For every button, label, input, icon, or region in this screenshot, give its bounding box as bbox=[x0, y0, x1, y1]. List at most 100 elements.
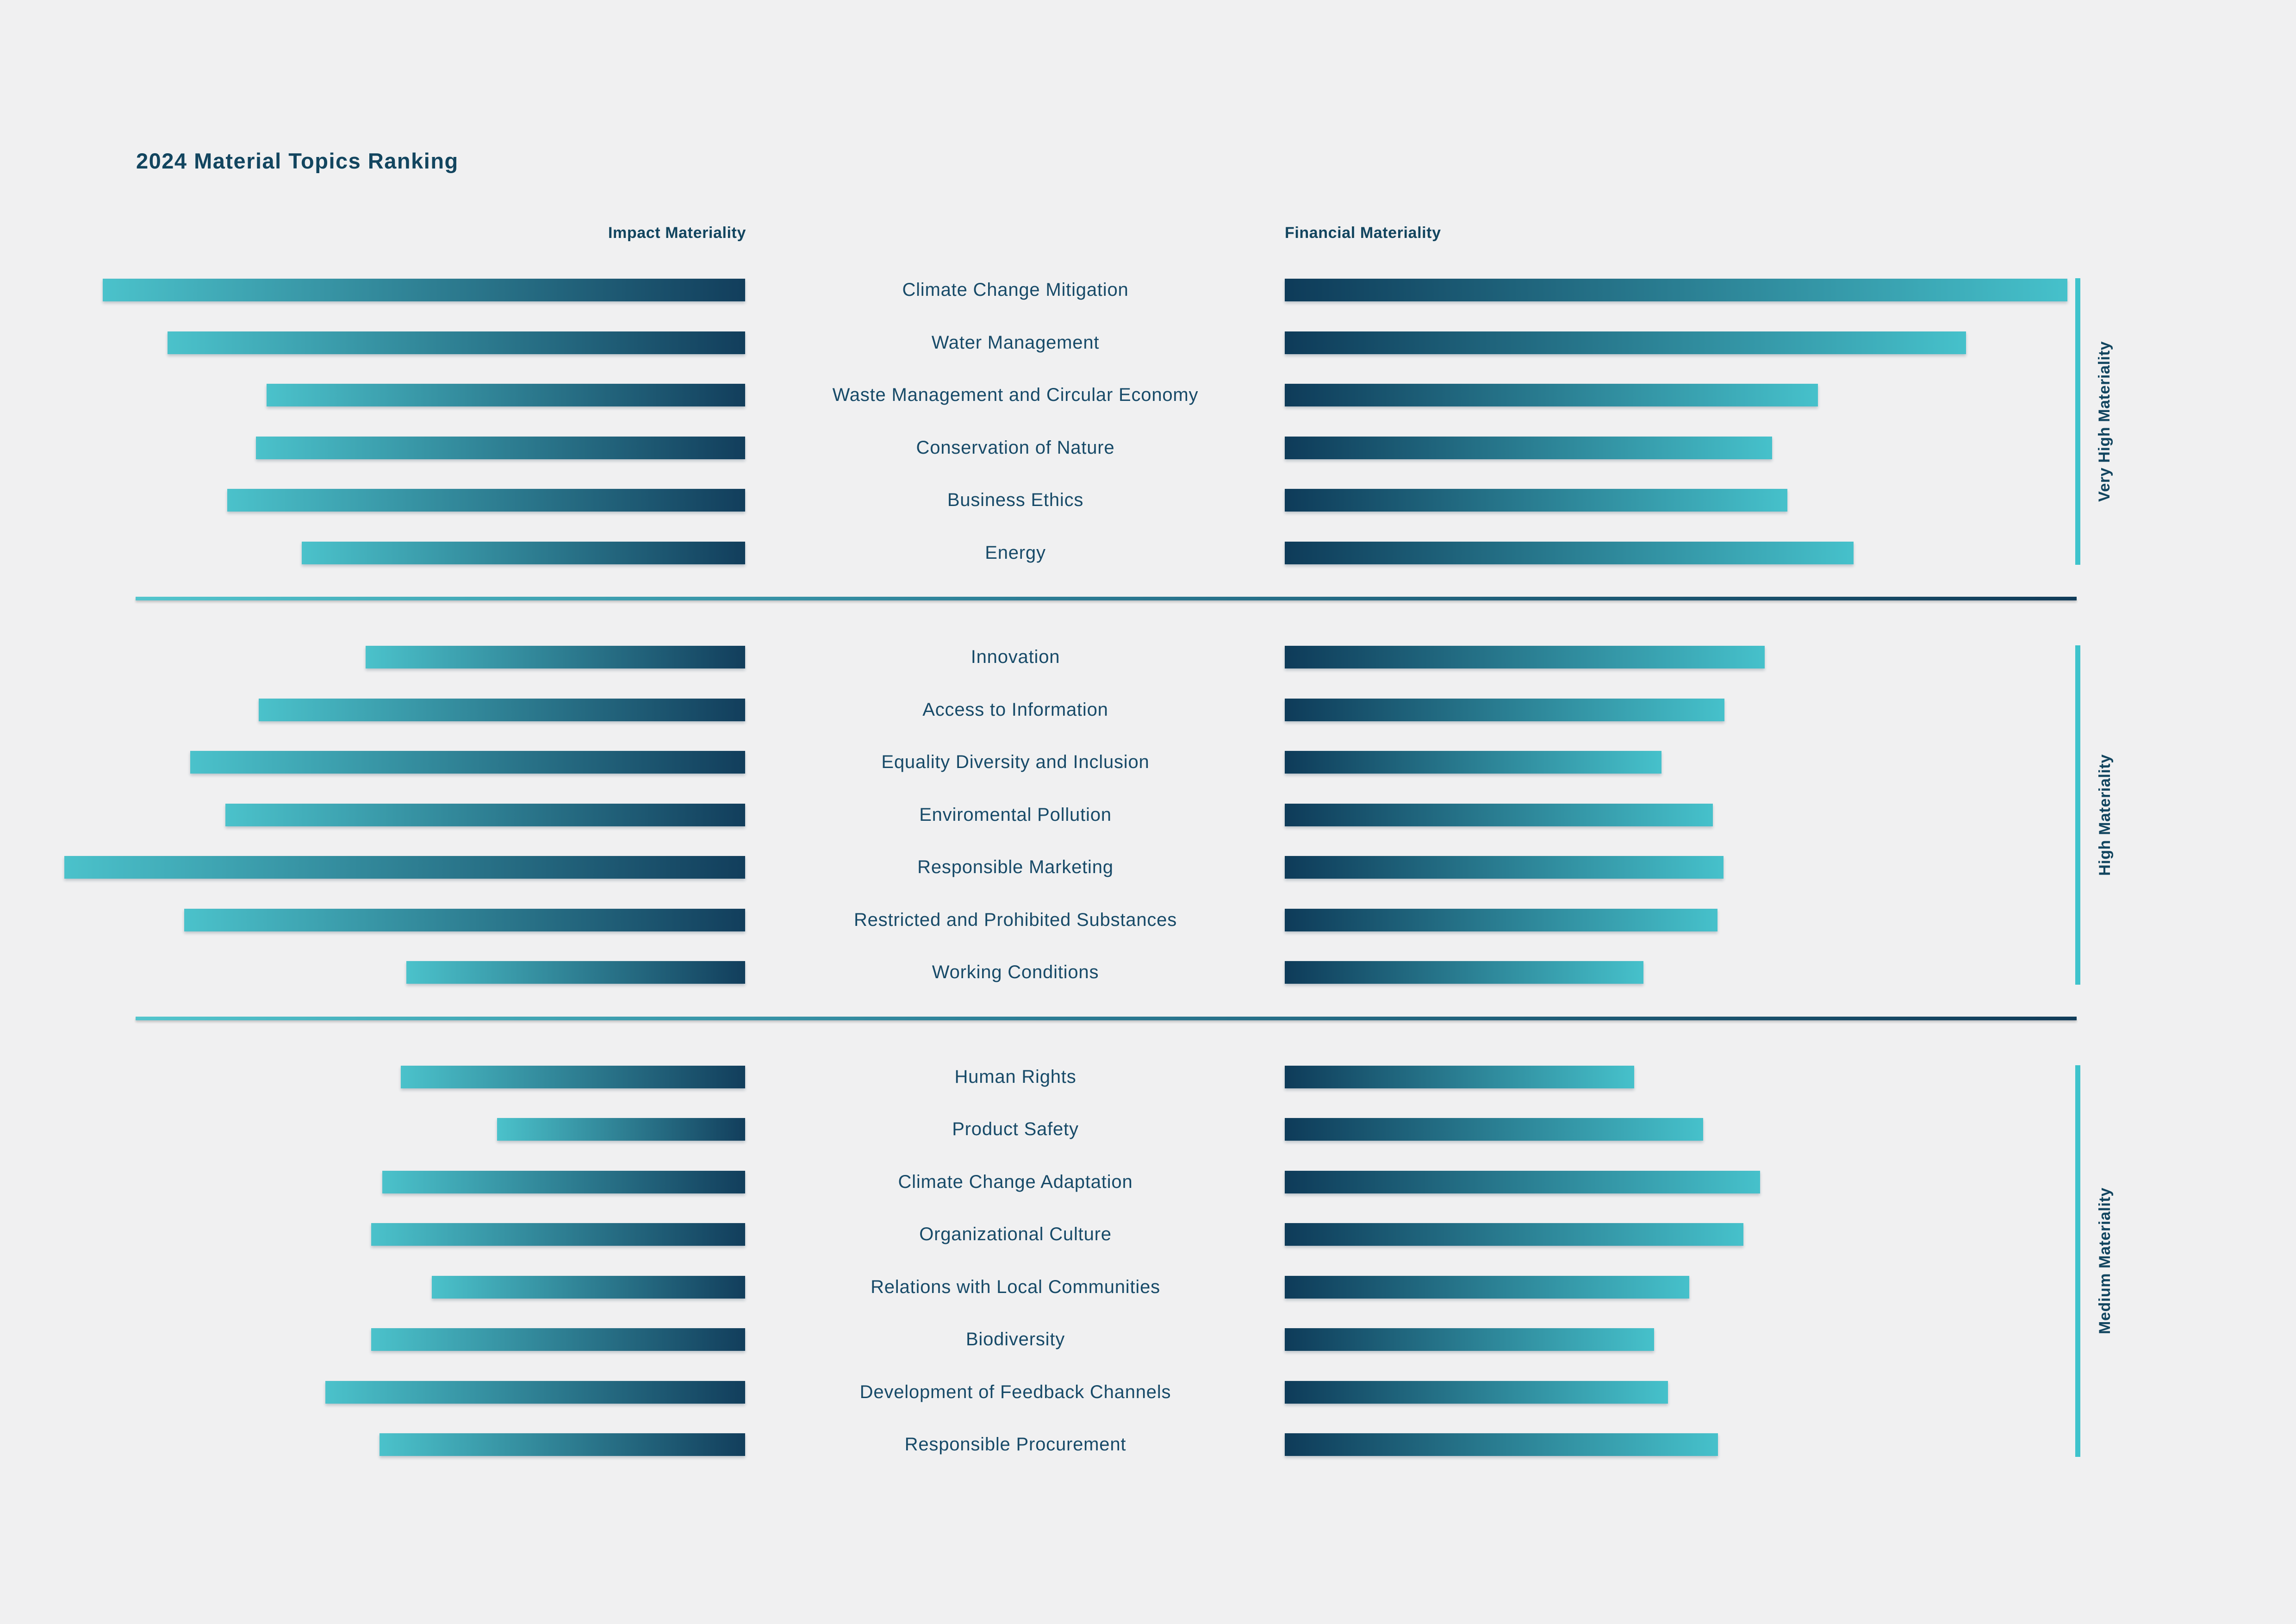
financial-bar bbox=[1285, 384, 1818, 407]
topic-label: Waste Management and Circular Economy bbox=[832, 385, 1199, 406]
financial-bar bbox=[1285, 646, 1765, 669]
topic-label: Business Ethics bbox=[947, 490, 1084, 511]
topic-row: Restricted and Prohibited Substances bbox=[0, 894, 2296, 947]
impact-bar bbox=[302, 541, 745, 564]
impact-column-header: Impact Materiality bbox=[608, 224, 746, 242]
topic-row: Responsible Marketing bbox=[0, 841, 2296, 894]
topic-label: Product Safety bbox=[952, 1119, 1079, 1140]
topic-label: Working Conditions bbox=[932, 962, 1099, 983]
financial-bar bbox=[1285, 1118, 1703, 1141]
impact-bar bbox=[366, 646, 745, 669]
chart-groups: Climate Change Mitigation Water Managemen… bbox=[0, 264, 2296, 1471]
impact-bar bbox=[103, 279, 745, 302]
financial-bar bbox=[1285, 1275, 1689, 1299]
impact-bar bbox=[497, 1118, 745, 1141]
financial-bar bbox=[1285, 489, 1787, 512]
topic-row: Enviromental Pollution bbox=[0, 789, 2296, 842]
group-divider bbox=[136, 1016, 2077, 1020]
topic-label: Innovation bbox=[971, 647, 1060, 668]
impact-bar bbox=[406, 961, 745, 984]
topic-row: Business Ethics bbox=[0, 474, 2296, 527]
topic-row: Conservation of Nature bbox=[0, 422, 2296, 475]
topic-row: Climate Change Adaptation bbox=[0, 1156, 2296, 1209]
topic-label: Organizational Culture bbox=[919, 1224, 1112, 1245]
financial-bar bbox=[1285, 698, 1724, 721]
financial-bar bbox=[1285, 541, 1854, 564]
topic-label: Water Management bbox=[931, 332, 1100, 353]
financial-bar bbox=[1285, 1170, 1760, 1193]
topic-label: Responsible Procurement bbox=[904, 1434, 1126, 1455]
topic-row: Equality Diversity and Inclusion bbox=[0, 736, 2296, 789]
impact-bar bbox=[168, 331, 745, 354]
topic-row: Organizational Culture bbox=[0, 1208, 2296, 1261]
topic-row: Development of Feedback Channels bbox=[0, 1366, 2296, 1419]
impact-bar bbox=[225, 803, 745, 826]
group-label-wrap: Very High Materiality bbox=[2082, 264, 2128, 579]
impact-bar bbox=[267, 384, 745, 407]
topic-row: Human Rights bbox=[0, 1051, 2296, 1104]
impact-bar bbox=[325, 1380, 745, 1404]
topic-label: Enviromental Pollution bbox=[919, 804, 1112, 825]
topic-label: Equality Diversity and Inclusion bbox=[881, 752, 1150, 773]
materiality-group-2: Innovation Access to Information Equality … bbox=[0, 631, 2296, 999]
topic-label: Climate Change Mitigation bbox=[902, 280, 1129, 300]
topic-row: Product Safety bbox=[0, 1103, 2296, 1156]
impact-bar bbox=[227, 489, 745, 512]
impact-bar bbox=[259, 698, 745, 721]
group-indicator-line bbox=[2075, 278, 2080, 565]
materiality-group-1: Climate Change Mitigation Water Managemen… bbox=[0, 264, 2296, 579]
topic-label: Restricted and Prohibited Substances bbox=[853, 909, 1177, 930]
impact-bar bbox=[432, 1275, 745, 1299]
topic-label: Conservation of Nature bbox=[916, 437, 1115, 458]
topic-label: Energy bbox=[985, 542, 1046, 563]
group-label: Very High Materiality bbox=[2096, 341, 2114, 502]
topic-label: Climate Change Adaptation bbox=[898, 1171, 1133, 1192]
topic-row: Relations with Local Communities bbox=[0, 1261, 2296, 1314]
impact-bar bbox=[64, 856, 745, 879]
topic-row: Water Management bbox=[0, 317, 2296, 369]
financial-bar bbox=[1285, 436, 1772, 459]
financial-bar bbox=[1285, 856, 1724, 879]
financial-bar bbox=[1285, 331, 1966, 354]
group-label: High Materiality bbox=[2096, 754, 2114, 876]
group-indicator-line bbox=[2075, 1065, 2080, 1457]
topic-row: Waste Management and Circular Economy bbox=[0, 369, 2296, 422]
topic-label: Human Rights bbox=[954, 1066, 1076, 1087]
materiality-group-3: Human Rights Product Safety Climate Change… bbox=[0, 1051, 2296, 1471]
impact-bar bbox=[380, 1433, 745, 1456]
impact-bar bbox=[371, 1223, 745, 1246]
financial-bar bbox=[1285, 1065, 1634, 1088]
topic-label: Responsible Marketing bbox=[917, 857, 1114, 878]
topic-row: Access to Information bbox=[0, 684, 2296, 737]
group-label-wrap: High Materiality bbox=[2082, 631, 2128, 999]
financial-bar bbox=[1285, 1328, 1654, 1351]
topic-row: Biodiversity bbox=[0, 1313, 2296, 1366]
financial-bar bbox=[1285, 1380, 1668, 1404]
topic-row: Energy bbox=[0, 527, 2296, 580]
group-label: Medium Materiality bbox=[2096, 1187, 2114, 1334]
topic-label: Biodiversity bbox=[965, 1329, 1065, 1350]
financial-bar bbox=[1285, 803, 1713, 826]
financial-bar bbox=[1285, 751, 1661, 774]
group-label-wrap: Medium Materiality bbox=[2082, 1051, 2128, 1471]
topic-row: Climate Change Mitigation bbox=[0, 264, 2296, 317]
impact-bar bbox=[190, 751, 745, 774]
group-divider bbox=[136, 597, 2077, 600]
impact-bar bbox=[256, 436, 745, 459]
topic-label: Development of Feedback Channels bbox=[859, 1381, 1171, 1402]
page-title: 2024 Material Topics Ranking bbox=[136, 149, 459, 173]
financial-column-header: Financial Materiality bbox=[1285, 224, 1441, 242]
topic-row: Responsible Procurement bbox=[0, 1418, 2296, 1471]
impact-bar bbox=[401, 1065, 745, 1088]
topic-label: Relations with Local Communities bbox=[871, 1276, 1160, 1297]
financial-bar bbox=[1285, 908, 1717, 931]
impact-bar bbox=[184, 908, 745, 931]
financial-bar bbox=[1285, 961, 1643, 984]
financial-bar bbox=[1285, 1223, 1743, 1246]
topic-row: Working Conditions bbox=[0, 946, 2296, 999]
impact-bar bbox=[371, 1328, 745, 1351]
topic-label: Access to Information bbox=[922, 699, 1108, 720]
financial-bar bbox=[1285, 279, 2067, 302]
topic-row: Innovation bbox=[0, 631, 2296, 684]
impact-bar bbox=[382, 1170, 745, 1193]
